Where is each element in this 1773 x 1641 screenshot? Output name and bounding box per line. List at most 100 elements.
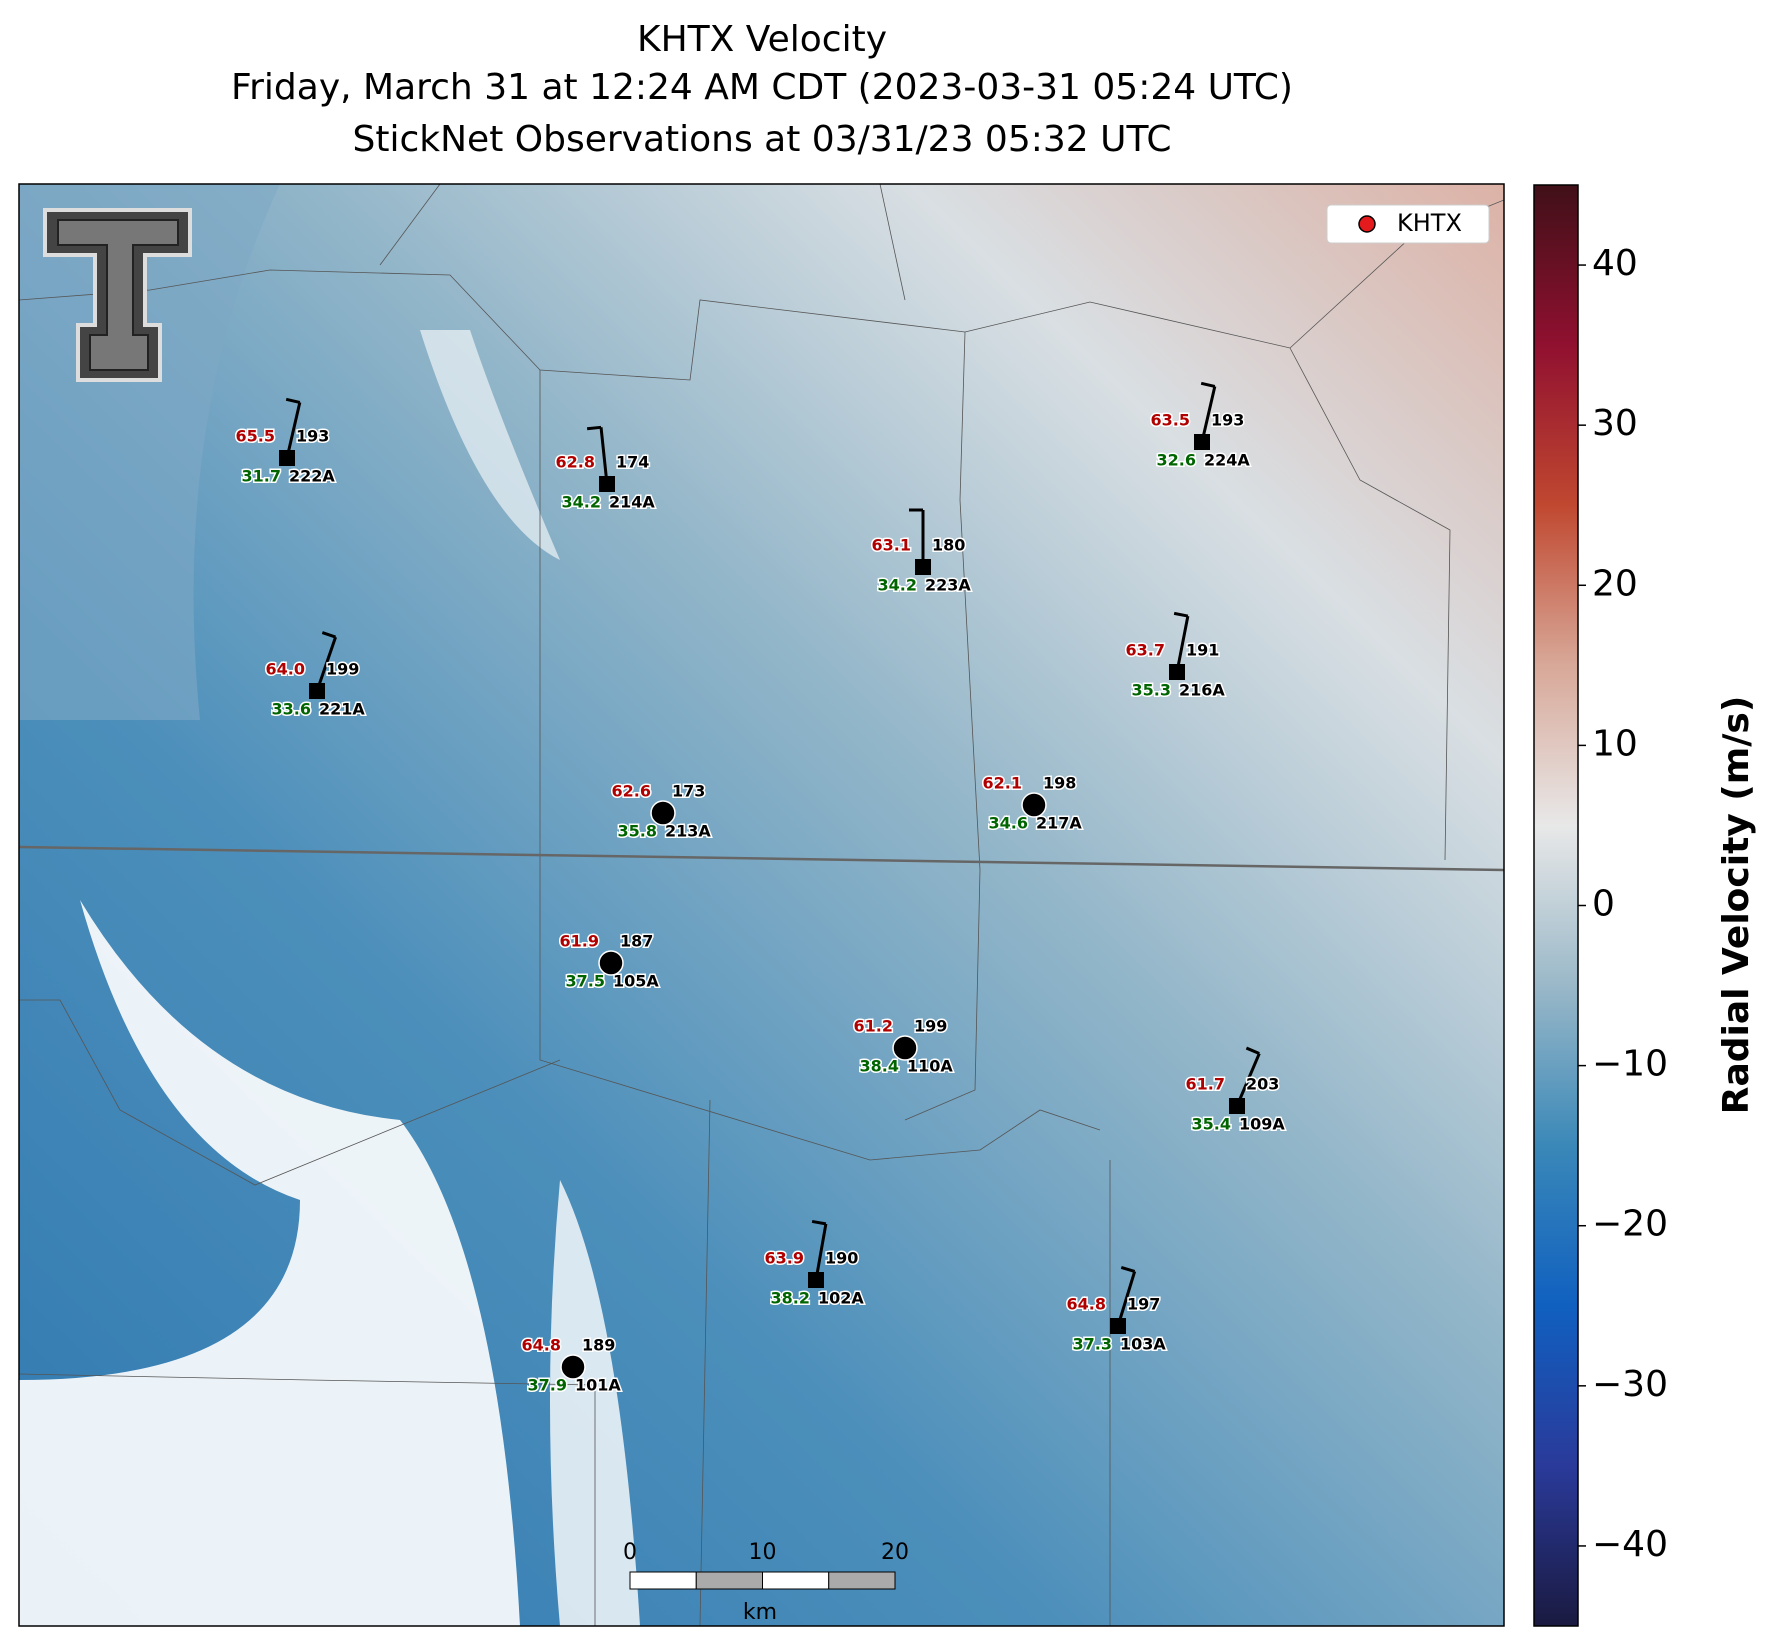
station-id: 223A <box>925 576 971 595</box>
dewpoint: 32.6 <box>1157 451 1196 470</box>
wind-barb-tick <box>1120 1265 1136 1273</box>
legend: KHTX <box>1326 204 1490 244</box>
station-id: 224A <box>1204 451 1250 470</box>
colorbar-tick-label: 20 <box>1592 563 1638 604</box>
station-marker <box>892 1035 918 1061</box>
wind-direction: 180 <box>932 536 965 555</box>
dewpoint: 35.3 <box>1132 681 1171 700</box>
station-marker <box>279 450 295 466</box>
wind-barb <box>599 427 609 485</box>
wind-barb <box>315 636 337 692</box>
map-frame <box>18 183 1505 1627</box>
station-id: 213A <box>665 822 711 841</box>
logo <box>43 208 192 382</box>
map <box>19 184 1504 1626</box>
state-border <box>19 845 1504 872</box>
dewpoint: 34.2 <box>878 576 917 595</box>
wind-direction: 173 <box>672 782 705 801</box>
scale-segment <box>695 1571 763 1590</box>
stations: 65.5 193 31.7 222A 62.8 174 34.2 214A 63.1 180 34.… <box>234 381 1287 1396</box>
wind-direction: 190 <box>825 1249 858 1268</box>
colorbar-tick-label: −20 <box>1592 1204 1668 1245</box>
station-marker <box>650 800 676 826</box>
temperature: 62.6 <box>612 782 651 801</box>
colorbar-tick-label: 30 <box>1592 403 1638 444</box>
wind-barb <box>1116 1271 1137 1327</box>
wind-direction: 193 <box>1211 411 1244 430</box>
station-marker <box>1021 792 1047 818</box>
station-id: 222A <box>289 467 335 486</box>
wind-barb-tick <box>811 1219 827 1226</box>
wind-barb <box>285 402 302 459</box>
dewpoint: 35.4 <box>1192 1115 1231 1134</box>
temperature: 62.8 <box>556 453 595 472</box>
scale-tick-label: 20 <box>881 1540 909 1565</box>
wind-direction: 203 <box>1246 1075 1279 1094</box>
wind-direction: 189 <box>582 1336 615 1355</box>
wind-barb <box>1175 615 1190 673</box>
wind-direction: 174 <box>616 453 649 472</box>
station-id: 214A <box>609 493 655 512</box>
dewpoint: 33.6 <box>272 700 311 719</box>
temperature: 63.1 <box>872 536 911 555</box>
station-id: 110A <box>907 1057 953 1076</box>
station-id: 216A <box>1179 681 1225 700</box>
dewpoint: 37.9 <box>528 1376 567 1395</box>
station-marker <box>1229 1098 1245 1114</box>
wind-barb-tick <box>321 631 337 639</box>
dewpoint: 37.5 <box>566 972 605 991</box>
temperature: 63.5 <box>1151 411 1190 430</box>
temperature: 64.8 <box>1067 1295 1106 1314</box>
wind-direction: 193 <box>296 427 329 446</box>
colorbar-tick-label: −40 <box>1592 1524 1668 1565</box>
station-marker <box>560 1354 586 1380</box>
radar-gap <box>19 900 520 1626</box>
wind-barb-tick <box>586 425 602 431</box>
station-id: 217A <box>1036 814 1082 833</box>
wind-direction: 197 <box>1127 1295 1160 1314</box>
temperature: 63.9 <box>765 1249 804 1268</box>
wind-direction: 191 <box>1186 641 1219 660</box>
wind-barb-tick <box>1173 611 1189 618</box>
wind-barb <box>814 1223 828 1281</box>
colorbar-tick-label: 40 <box>1592 243 1638 284</box>
wind-barb <box>1235 1052 1261 1107</box>
dewpoint: 35.8 <box>618 822 657 841</box>
wind-direction: 199 <box>914 1017 947 1036</box>
colorbar-tick-label: 0 <box>1592 884 1615 925</box>
wind-direction: 198 <box>1043 774 1076 793</box>
colorbar-label: Radial Velocity (m/s) <box>1716 696 1757 1115</box>
station-id: 105A <box>613 972 659 991</box>
temperature: 61.9 <box>560 932 599 951</box>
legend-box <box>1326 204 1490 244</box>
dewpoint: 38.4 <box>860 1057 899 1076</box>
dewpoint: 37.3 <box>1073 1335 1112 1354</box>
station-marker <box>808 1272 824 1288</box>
station-id: 221A <box>319 700 365 719</box>
wind-direction: 199 <box>326 660 359 679</box>
temperature: 61.7 <box>1186 1075 1225 1094</box>
station-id: 101A <box>575 1376 621 1395</box>
temperature: 62.1 <box>983 774 1022 793</box>
station-marker <box>1110 1318 1126 1334</box>
legend-label: KHTX <box>1397 209 1462 237</box>
dewpoint: 38.2 <box>771 1289 810 1308</box>
wind-barb-tick <box>1200 381 1216 388</box>
title-line: Friday, March 31 at 12:24 AM CDT (2023-0… <box>231 67 1293 108</box>
station-marker <box>598 950 624 976</box>
dewpoint: 34.6 <box>989 814 1028 833</box>
colorbar: Radial Velocity (m/s) −40 −30 −20 −10 0 10 20 3… <box>1533 184 1757 1627</box>
radar-field <box>19 184 280 720</box>
scale-bar: km 0 10 20 <box>623 1540 909 1625</box>
scale-tick-label: 10 <box>749 1540 777 1565</box>
title-line: KHTX Velocity <box>637 19 887 60</box>
colorbar-tick-label: −10 <box>1592 1044 1668 1085</box>
temperature: 65.5 <box>236 427 275 446</box>
station-marker <box>1194 434 1210 450</box>
title-line: StickNet Observations at 03/31/23 05:32 … <box>353 119 1172 160</box>
scale-segment <box>828 1571 896 1590</box>
temperature: 64.0 <box>266 660 305 679</box>
wind-direction: 187 <box>620 932 653 951</box>
station-marker <box>309 683 325 699</box>
